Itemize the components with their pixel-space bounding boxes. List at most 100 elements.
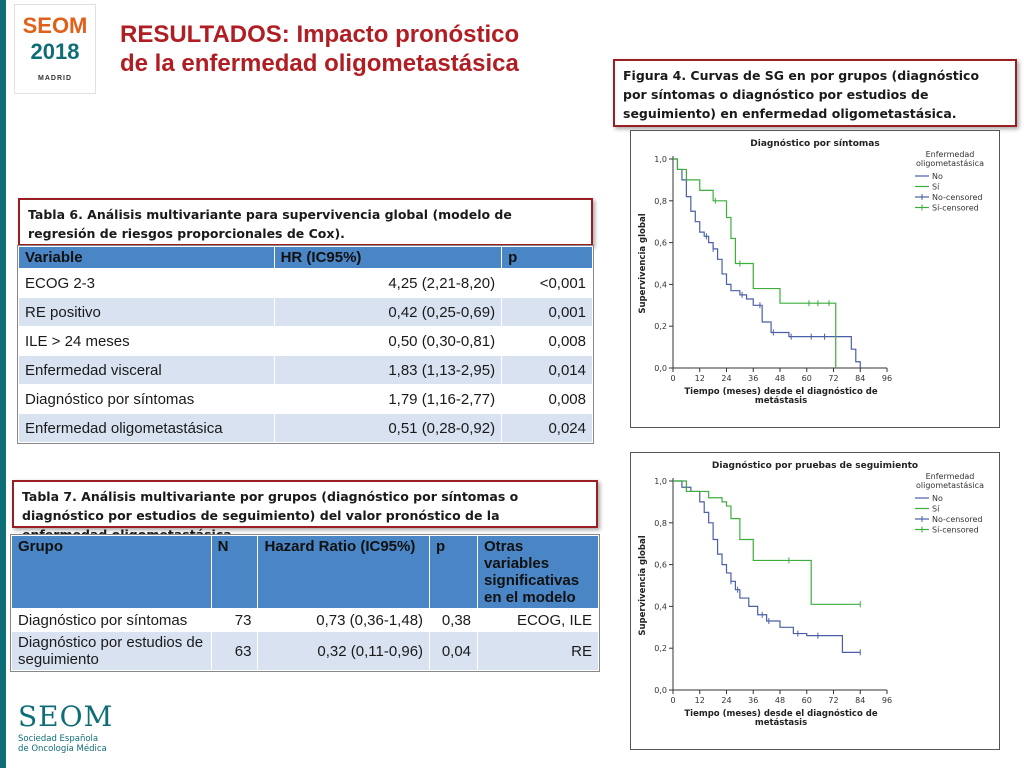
- col-header: p: [429, 535, 479, 609]
- x-tick-label: 0: [670, 374, 675, 383]
- x-axis-label: Tiempo (meses) desde el diagnóstico de me…: [684, 708, 877, 728]
- col-header: N: [210, 535, 259, 609]
- series-line-sí: [673, 480, 861, 605]
- table-cell: 1,83 (1,13-2,95): [273, 355, 503, 385]
- legend-label: No: [932, 494, 943, 503]
- legend-label: No: [932, 172, 943, 181]
- x-tick-label: 12: [695, 374, 705, 383]
- series-line-no: [673, 158, 861, 368]
- x-tick-label: 96: [882, 696, 892, 705]
- table-cell: ILE > 24 meses: [18, 326, 275, 356]
- table-cell: RE positivo: [18, 297, 275, 327]
- x-tick-label: 72: [828, 696, 838, 705]
- table-cell: Diagnóstico por síntomas: [11, 608, 212, 632]
- legend-label: No-censored: [932, 515, 982, 524]
- table-cell: 0,73 (0,36-1,48): [257, 608, 431, 632]
- table6-caption: Tabla 6. Análisis multivariante para sup…: [28, 207, 512, 241]
- table-cell: RE: [477, 631, 599, 671]
- legend-title-line: Enfermedad: [926, 150, 975, 159]
- y-tick-label: 0,0: [654, 364, 667, 373]
- table6: Variable HR (IC95%) p ECOG 2-3 4,25 (2,21-8…: [17, 245, 594, 444]
- col-header: HR (IC95%): [273, 246, 503, 269]
- table-cell: 0,024: [501, 413, 593, 443]
- table7: Grupo N Hazard Ratio (IC95%) p Otras variabl…: [10, 534, 600, 672]
- table-cell: 63: [210, 631, 259, 671]
- y-axis-label: Supervivencia global: [638, 535, 648, 635]
- table-cell: 0,32 (0,11-0,96): [257, 631, 431, 671]
- table-row: Enfermedad oligometastásica 0,51 (0,28-0,…: [18, 413, 593, 443]
- table-row: ECOG 2-3 4,25 (2,21-8,20) <0,001: [18, 268, 593, 298]
- table-cell: 0,014: [501, 355, 593, 385]
- page-title: RESULTADOS: Impacto pronóstico de la enf…: [120, 20, 570, 78]
- x-tick-label: 48: [775, 696, 785, 705]
- x-tick-label: 60: [802, 374, 812, 383]
- table-cell: 0,38: [429, 608, 479, 632]
- footer-sub2: de Oncología Médica: [18, 744, 107, 754]
- x-tick-label: 84: [855, 374, 865, 383]
- table-cell: <0,001: [501, 268, 593, 298]
- x-tick-label: 24: [721, 696, 731, 705]
- seom-2018-logo: SEOM 2018 MADRID: [14, 4, 96, 94]
- legend-title: Enfermedad oligometastásica: [916, 150, 984, 168]
- legend-label: Sí: [932, 505, 940, 514]
- y-axis-label: Supervivencia global: [638, 213, 648, 313]
- legend-title-line: oligometastásica: [916, 159, 984, 168]
- seom-footer-logo: SEOM Sociedad Española de Oncología Médi…: [18, 700, 128, 760]
- logo-line2: 2018: [30, 39, 80, 64]
- y-tick-label: 0,4: [654, 280, 667, 289]
- table-cell: 0,008: [501, 326, 593, 356]
- x-axis-label-line: metástasis: [755, 718, 807, 728]
- legend-label: Sí: [932, 183, 940, 192]
- chart-title: Diagnóstico por pruebas de seguimiento: [712, 460, 918, 471]
- table-row: Diagnóstico por estudios de seguimiento 6…: [11, 631, 599, 671]
- series-line-sí: [673, 158, 837, 368]
- x-axis-label-line: metástasis: [755, 396, 807, 406]
- y-tick-label: 0,2: [654, 644, 667, 653]
- footer-subtitle: Sociedad Española de Oncología Médica: [18, 734, 107, 754]
- x-tick-label: 84: [855, 696, 865, 705]
- footer-sub1: Sociedad Española: [18, 734, 99, 744]
- table-row: Diagnóstico por síntomas 1,79 (1,16-2,77)…: [18, 384, 593, 414]
- y-tick-label: 1,0: [654, 155, 667, 164]
- chart-title: Diagnóstico por síntomas: [750, 138, 879, 149]
- footer-brand: SEOM: [18, 700, 114, 733]
- col-header: Variable: [18, 246, 275, 269]
- table-cell: 4,25 (2,21-8,20): [273, 268, 503, 298]
- table-cell: 0,42 (0,25-0,69): [273, 297, 503, 327]
- table6-header-row: Variable HR (IC95%) p: [18, 246, 593, 269]
- table-cell: ECOG 2-3: [18, 268, 275, 298]
- table-cell: 73: [210, 608, 259, 632]
- table-cell: 0,50 (0,30-0,81): [273, 326, 503, 356]
- table-cell: Enfermedad visceral: [18, 355, 275, 385]
- y-tick-label: 0,4: [654, 602, 667, 611]
- x-tick-label: 72: [828, 374, 838, 383]
- km-chart-sintomas: Diagnóstico por síntomas 0,0 0,2 0,4 0,6 0,8 1…: [630, 130, 1000, 428]
- km-chart-sintomas-svg: Diagnóstico por síntomas 0,0 0,2 0,4 0,6 0,8 1…: [638, 138, 984, 406]
- y-tick-label: 0,2: [654, 322, 667, 331]
- y-tick-label: 0,0: [654, 686, 667, 695]
- table7-header-row: Grupo N Hazard Ratio (IC95%) p Otras variabl…: [11, 535, 599, 609]
- legend-title: Enfermedad oligometastásica: [916, 472, 984, 490]
- table-cell: 0,51 (0,28-0,92): [273, 413, 503, 443]
- y-tick-label: 0,8: [654, 197, 667, 206]
- x-tick-label: 36: [748, 374, 758, 383]
- series-line-no: [673, 480, 861, 653]
- col-header: Otras variables significativas en el mod…: [477, 535, 599, 609]
- title-line2: de la enfermedad oligometastásica: [120, 50, 519, 77]
- legend-title-line: oligometastásica: [916, 481, 984, 490]
- table-row: Diagnóstico por síntomas 73 0,73 (0,36-1,4…: [11, 608, 599, 632]
- table-cell: Diagnóstico por estudios de seguimiento: [11, 631, 212, 671]
- col-header: p: [501, 246, 593, 269]
- table-cell: Enfermedad oligometastásica: [18, 413, 275, 443]
- km-chart-seguimiento-svg: Diagnóstico por pruebas de seguimiento 0,…: [638, 460, 984, 728]
- table-cell: 0,04: [429, 631, 479, 671]
- table-cell: 0,008: [501, 384, 593, 414]
- x-tick-label: 24: [721, 374, 731, 383]
- figure-caption: Figura 4. Curvas de SG en por grupos (di…: [623, 68, 980, 121]
- legend-title-line: Enfermedad: [926, 472, 975, 481]
- table-row: RE positivo 0,42 (0,25-0,69) 0,001: [18, 297, 593, 327]
- figure-caption-box: Figura 4. Curvas de SG en por grupos (di…: [613, 59, 1017, 127]
- logo-line3: MADRID: [38, 75, 72, 82]
- x-axis-label: Tiempo (meses) desde el diagnóstico de me…: [684, 386, 877, 406]
- x-tick-label: 96: [882, 374, 892, 383]
